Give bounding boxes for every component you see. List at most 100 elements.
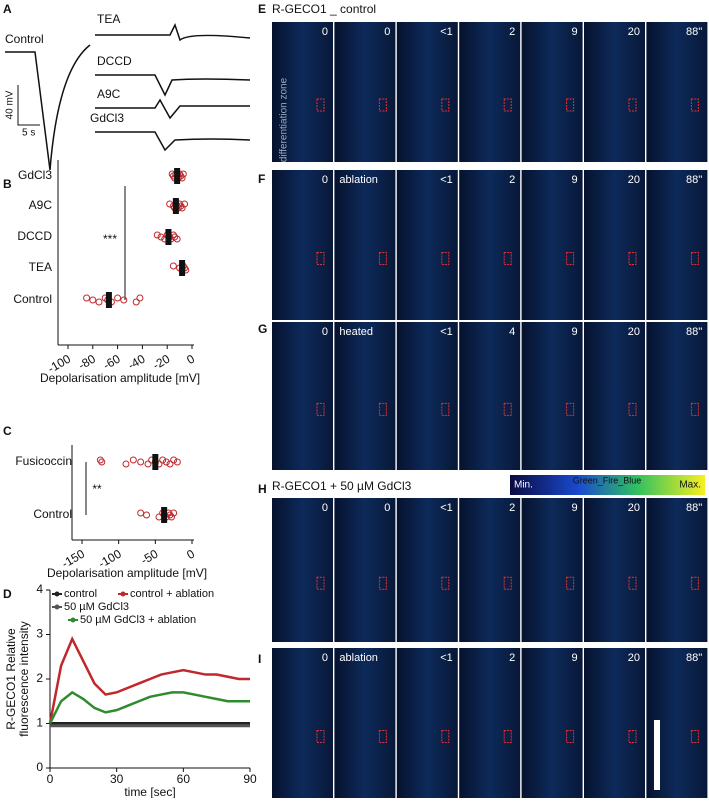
image-frame: 0	[272, 22, 333, 162]
micrograph	[459, 22, 521, 162]
time-label: 9	[571, 652, 577, 664]
time-label: 0	[322, 26, 328, 38]
image-frame: 0	[272, 322, 333, 470]
x-tick-label: 90	[243, 772, 257, 786]
micrograph	[584, 648, 645, 798]
panel-label: G	[258, 322, 267, 336]
roi	[378, 576, 387, 590]
legend-label: control + ablation	[130, 588, 214, 600]
image-frame: <1	[396, 22, 458, 162]
image-frame: 2	[459, 22, 521, 162]
colorbar-name: Green_Fire_Blue	[573, 475, 642, 485]
roi	[316, 402, 325, 416]
roi	[690, 402, 699, 416]
data-point	[162, 458, 170, 466]
micrograph	[584, 170, 645, 320]
roi	[566, 402, 575, 416]
micrograph	[396, 322, 458, 470]
time-label: 0	[322, 502, 328, 514]
micrograph	[396, 22, 458, 162]
micrograph	[396, 498, 458, 642]
data-point	[122, 460, 130, 468]
image-frame: 9	[521, 322, 583, 470]
series-line	[48, 690, 250, 725]
mean-bar	[105, 292, 112, 308]
roi	[628, 576, 637, 590]
image-frame: 88''	[646, 498, 708, 642]
image-frame: <1	[396, 648, 458, 798]
roi	[690, 576, 699, 590]
data-point	[132, 298, 140, 306]
panel-title: R-GECO1 + 50 µM GdCl3	[272, 479, 412, 493]
time-label: 88''	[686, 652, 702, 664]
mean-bar	[165, 229, 172, 245]
time-label: <1	[440, 502, 453, 514]
data-point	[159, 456, 167, 464]
colorbar	[510, 475, 705, 495]
roi	[628, 730, 637, 743]
roi	[316, 252, 325, 265]
roi	[378, 98, 387, 112]
trace-label: TEA	[97, 12, 120, 26]
roi	[503, 730, 512, 743]
roi	[503, 98, 512, 112]
time-label: 88''	[686, 502, 702, 514]
image-frame: 20	[584, 22, 645, 162]
image-frame: heated	[334, 322, 396, 470]
micrograph	[584, 498, 645, 642]
time-label: ablation	[339, 652, 378, 664]
annotation: **	[92, 482, 102, 496]
data-point	[167, 513, 175, 521]
micrograph	[459, 170, 521, 320]
x-tick-label: -60	[101, 352, 123, 373]
roi	[441, 98, 450, 112]
micrograph	[272, 648, 333, 798]
time-label: <1	[440, 174, 453, 186]
roi	[566, 730, 575, 743]
x-tick-label: -50	[138, 547, 160, 568]
image-frame: 2	[459, 170, 521, 320]
trace-label: DCCD	[97, 54, 132, 68]
x-tick-label: 0	[47, 772, 54, 786]
micrograph	[521, 498, 583, 642]
data-point	[170, 509, 178, 517]
y-tick-label: 3	[36, 627, 43, 641]
micrograph	[396, 170, 458, 320]
data-point	[166, 460, 174, 468]
micrograph	[272, 322, 333, 470]
roi	[628, 252, 637, 265]
image-frame: ablation	[334, 648, 396, 798]
image-frame: 2	[459, 498, 521, 642]
image-frame: 20	[584, 322, 645, 470]
image-frame: 0	[272, 648, 333, 798]
x-tick-label: -20	[150, 352, 172, 373]
legend-label: 50 µM GdCl3	[64, 601, 129, 613]
panel-label: A	[3, 2, 12, 16]
time-label: 88''	[686, 26, 702, 38]
data-point	[89, 296, 97, 304]
time-label: 9	[571, 502, 577, 514]
panel-label: I	[258, 652, 261, 666]
data-point	[173, 458, 181, 466]
time-label: 0	[384, 502, 390, 514]
roi	[378, 730, 387, 743]
image-frame: 4	[459, 322, 521, 470]
data-point	[169, 262, 177, 270]
trace-label: GdCl3	[90, 111, 124, 125]
micrograph	[334, 498, 396, 642]
micrograph	[521, 22, 583, 162]
time-label: 0	[384, 26, 390, 38]
roi	[503, 402, 512, 416]
image-frame: 88''	[646, 170, 708, 320]
scale-x: 5 s	[22, 128, 35, 139]
time-label: 4	[509, 326, 515, 338]
roi	[316, 730, 325, 743]
roi	[378, 252, 387, 265]
x-label: time [sec]	[124, 785, 175, 798]
time-label: 20	[628, 652, 640, 664]
time-label: 88''	[686, 326, 702, 338]
roi	[378, 402, 387, 416]
micrograph	[584, 22, 645, 162]
image-frame: <1	[396, 322, 458, 470]
image-frame: <1	[396, 170, 458, 320]
